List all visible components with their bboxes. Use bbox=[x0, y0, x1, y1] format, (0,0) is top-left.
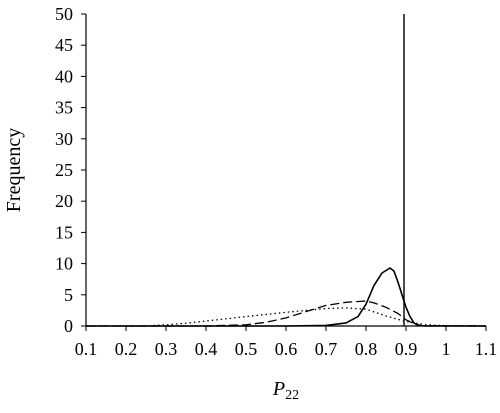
series-line-dotted bbox=[86, 307, 487, 327]
series-line-solid bbox=[86, 267, 486, 327]
x-tick-label: 0.6 bbox=[275, 339, 298, 359]
x-axis-label-sub: 22 bbox=[285, 388, 299, 403]
axes: 0.1 0.2 0.3 0.4 0.5 0.6 0.7 0.8 0.9 1 1.1 0 5 10 15 20… bbox=[55, 4, 497, 359]
x-tick-label: 0.4 bbox=[195, 339, 218, 359]
series-line-dashed bbox=[86, 300, 487, 327]
y-tick-label: 50 bbox=[55, 4, 73, 24]
y-tick-label: 5 bbox=[64, 285, 73, 305]
x-axis-label-main: P bbox=[272, 378, 285, 400]
series-group bbox=[86, 267, 487, 327]
y-tick-label: 0 bbox=[64, 316, 73, 336]
x-tick-label: 0.5 bbox=[235, 339, 258, 359]
y-tick-label: 45 bbox=[55, 35, 73, 55]
x-tick-label: 0.7 bbox=[315, 339, 338, 359]
x-tick-label: 0.1 bbox=[75, 339, 98, 359]
x-tick-label: 0.3 bbox=[155, 339, 178, 359]
x-ticks: 0.1 0.2 0.3 0.4 0.5 0.6 0.7 0.8 0.9 1 1.1 bbox=[75, 326, 498, 359]
y-tick-label: 40 bbox=[55, 66, 73, 86]
y-tick-label: 20 bbox=[55, 191, 73, 211]
x-tick-label: 1 bbox=[442, 339, 451, 359]
y-tick-label: 30 bbox=[55, 129, 73, 149]
y-tick-label: 15 bbox=[55, 222, 73, 242]
x-axis-label: P22 bbox=[272, 378, 299, 403]
y-tick-label: 25 bbox=[55, 160, 73, 180]
x-tick-label: 1.1 bbox=[475, 339, 498, 359]
y-ticks: 0 5 10 15 20 25 30 35 40 45 50 bbox=[55, 4, 86, 336]
x-tick-label: 0.2 bbox=[115, 339, 138, 359]
x-tick-label: 0.9 bbox=[395, 339, 418, 359]
y-axis-label: Frequency bbox=[3, 128, 25, 212]
y-tick-label: 10 bbox=[55, 254, 73, 274]
x-tick-label: 0.8 bbox=[355, 339, 378, 359]
y-tick-label: 35 bbox=[55, 98, 73, 118]
